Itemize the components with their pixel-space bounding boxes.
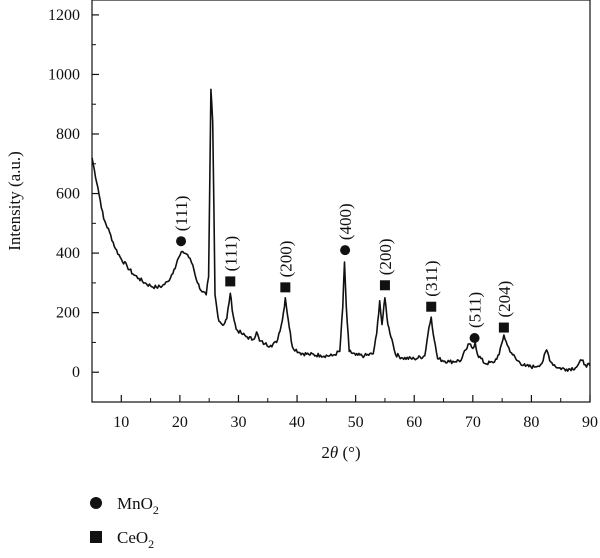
axis-tick-labels: 10 20 30 40 50 60 70 80 90 0 200 400 600 800 1000 1200 xyxy=(48,7,598,431)
peak-label: (111) xyxy=(172,196,191,232)
x-tick-label: 60 xyxy=(406,414,422,431)
y-tick-label: 0 xyxy=(72,364,80,381)
x-tick-label: 20 xyxy=(172,414,188,431)
peak-label: (511) xyxy=(466,292,485,328)
axis-ticks xyxy=(91,14,591,402)
ceo2-marker xyxy=(498,322,509,333)
ceo2-marker xyxy=(280,282,291,293)
mno2-marker xyxy=(340,245,351,256)
ceo2-marker xyxy=(379,280,390,291)
x-axis-title: 2θ (°) xyxy=(321,443,360,462)
y-tick-label: 1200 xyxy=(48,7,80,24)
x-tick-label: 40 xyxy=(289,414,305,431)
legend-mno2-marker xyxy=(90,497,102,509)
xrd-pattern-line xyxy=(91,88,591,372)
ceo2-marker xyxy=(225,276,236,287)
ceo2-marker xyxy=(426,301,437,312)
peak-label: (200) xyxy=(276,241,295,278)
mno2-marker xyxy=(469,332,480,343)
peak-label: (400) xyxy=(336,203,355,240)
y-tick-label: 400 xyxy=(56,245,80,262)
peak-label: (311) xyxy=(422,261,441,297)
x-tick-label: 70 xyxy=(465,414,481,431)
peak-label: (204) xyxy=(495,281,514,318)
y-axis-title: Intensity (a.u.) xyxy=(5,151,24,251)
peak-label: (111) xyxy=(221,236,240,272)
plot-frame xyxy=(91,0,591,403)
x-tick-label: 80 xyxy=(523,414,539,431)
peak-annotations: (111) (111) (200) (400) (200) (311) (511) (204) xyxy=(172,196,514,343)
peak-label: (200) xyxy=(376,238,395,275)
x-tick-label: 90 xyxy=(582,414,598,431)
x-tick-label: 30 xyxy=(230,414,246,431)
x-tick-label: 10 xyxy=(113,414,129,431)
legend: MnO2 CeO2 xyxy=(90,494,159,551)
legend-ceo2-marker xyxy=(90,531,102,543)
legend-label: CeO2 xyxy=(117,528,154,551)
legend-label: MnO2 xyxy=(117,494,159,517)
mno2-marker xyxy=(176,236,187,247)
y-tick-label: 600 xyxy=(56,186,80,203)
y-tick-label: 200 xyxy=(56,305,80,322)
x-tick-label: 50 xyxy=(348,414,364,431)
y-tick-label: 800 xyxy=(56,126,80,143)
y-tick-label: 1000 xyxy=(48,66,80,83)
